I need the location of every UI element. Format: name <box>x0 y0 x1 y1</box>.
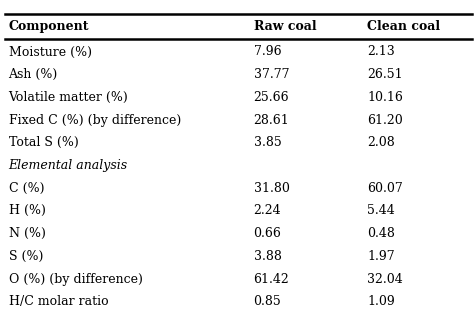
Text: H (%): H (%) <box>9 204 46 217</box>
Text: 2.08: 2.08 <box>367 136 395 149</box>
Text: 32.04: 32.04 <box>367 272 403 285</box>
Text: Ash (%): Ash (%) <box>9 68 58 81</box>
Text: 60.07: 60.07 <box>367 182 403 195</box>
Text: 26.51: 26.51 <box>367 68 403 81</box>
Text: Total S (%): Total S (%) <box>9 136 78 149</box>
Text: 2.24: 2.24 <box>254 204 281 217</box>
Text: Raw coal: Raw coal <box>254 20 316 33</box>
Text: 61.20: 61.20 <box>367 114 403 127</box>
Text: O (%) (by difference): O (%) (by difference) <box>9 272 142 285</box>
Text: 28.61: 28.61 <box>254 114 289 127</box>
Text: 1.97: 1.97 <box>367 250 395 263</box>
Text: Elemental analysis: Elemental analysis <box>9 159 128 172</box>
Text: 0.66: 0.66 <box>254 227 282 240</box>
Text: 10.16: 10.16 <box>367 91 403 104</box>
Text: 31.80: 31.80 <box>254 182 290 195</box>
Text: 2.13: 2.13 <box>367 45 395 58</box>
Text: Volatile matter (%): Volatile matter (%) <box>9 91 128 104</box>
Text: 0.85: 0.85 <box>254 295 282 308</box>
Text: 61.42: 61.42 <box>254 272 289 285</box>
Text: S (%): S (%) <box>9 250 43 263</box>
Text: Component: Component <box>9 20 89 33</box>
Text: Moisture (%): Moisture (%) <box>9 45 91 58</box>
Text: 37.77: 37.77 <box>254 68 289 81</box>
Text: C (%): C (%) <box>9 182 44 195</box>
Text: 3.88: 3.88 <box>254 250 282 263</box>
Text: 0.48: 0.48 <box>367 227 395 240</box>
Text: H/C molar ratio: H/C molar ratio <box>9 295 108 308</box>
Text: 25.66: 25.66 <box>254 91 289 104</box>
Text: N (%): N (%) <box>9 227 46 240</box>
Text: 1.09: 1.09 <box>367 295 395 308</box>
Text: 7.96: 7.96 <box>254 45 281 58</box>
Text: 3.85: 3.85 <box>254 136 282 149</box>
Text: Fixed C (%) (by difference): Fixed C (%) (by difference) <box>9 114 181 127</box>
Text: Clean coal: Clean coal <box>367 20 440 33</box>
Text: 5.44: 5.44 <box>367 204 395 217</box>
